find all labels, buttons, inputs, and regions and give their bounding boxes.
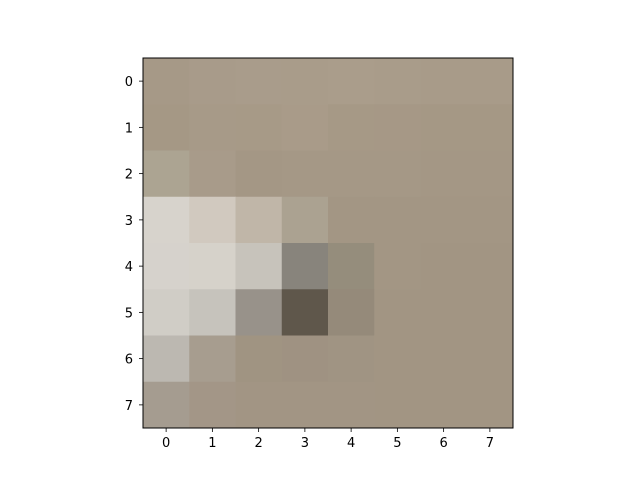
x-tick-label: 0 xyxy=(162,436,170,451)
heatmap-cell xyxy=(421,243,468,290)
heatmap-cell xyxy=(189,104,236,151)
heatmap-cell xyxy=(328,104,375,151)
heatmap-cell xyxy=(467,58,514,105)
heatmap-cell xyxy=(236,58,283,105)
heatmap-cell xyxy=(236,336,283,383)
heatmap-cell xyxy=(374,104,421,151)
heatmap-cell xyxy=(143,58,190,105)
heatmap-cell xyxy=(467,243,514,290)
heatmap-cell xyxy=(143,151,190,198)
heatmap-cell xyxy=(467,382,514,429)
heatmap-cell xyxy=(328,197,375,244)
heatmap-cell xyxy=(189,243,236,290)
heatmap-cell xyxy=(328,336,375,383)
y-tick-label: 4 xyxy=(125,260,133,275)
heatmap-cells xyxy=(143,58,513,428)
heatmap-cell xyxy=(374,289,421,336)
x-tick-label: 2 xyxy=(254,436,262,451)
heatmap-cell xyxy=(328,151,375,198)
heatmap-cell xyxy=(282,382,329,429)
heatmap-cell xyxy=(421,197,468,244)
heatmap-cell xyxy=(236,382,283,429)
heatmap-cell xyxy=(374,197,421,244)
heatmap-cell xyxy=(328,58,375,105)
heatmap-cell xyxy=(143,243,190,290)
heatmap-cell xyxy=(143,104,190,151)
heatmap-cell xyxy=(236,289,283,336)
heatmap-cell xyxy=(282,197,329,244)
heatmap-cell xyxy=(282,104,329,151)
heatmap-cell xyxy=(236,104,283,151)
heatmap-cell xyxy=(189,197,236,244)
heatmap-cell xyxy=(467,197,514,244)
heatmap-cell xyxy=(282,336,329,383)
heatmap-cell xyxy=(421,104,468,151)
x-tick-label: 6 xyxy=(439,436,447,451)
heatmap-cell xyxy=(282,58,329,105)
heatmap-cell xyxy=(143,289,190,336)
heatmap-cell xyxy=(189,289,236,336)
heatmap-cell xyxy=(189,58,236,105)
heatmap-cell xyxy=(421,58,468,105)
heatmap-cell xyxy=(282,151,329,198)
heatmap-cell xyxy=(421,382,468,429)
y-tick-label: 3 xyxy=(125,214,133,229)
heatmap-cell xyxy=(143,197,190,244)
y-axis: 0 1 2 3 4 5 6 7 xyxy=(125,75,143,414)
y-tick-label: 0 xyxy=(125,75,133,90)
heatmap-cell xyxy=(467,151,514,198)
x-tick-label: 1 xyxy=(208,436,216,451)
x-tick-label: 7 xyxy=(486,436,494,451)
heatmap-cell xyxy=(374,382,421,429)
heatmap-cell xyxy=(328,382,375,429)
heatmap-cell xyxy=(421,336,468,383)
heatmap-cell xyxy=(467,336,514,383)
heatmap-cell xyxy=(189,336,236,383)
x-tick-label: 3 xyxy=(301,436,309,451)
heatmap-cell xyxy=(421,151,468,198)
heatmap-cell xyxy=(236,197,283,244)
y-tick-label: 2 xyxy=(125,168,133,183)
heatmap-cell xyxy=(236,243,283,290)
heatmap-cell xyxy=(328,243,375,290)
heatmap-cell xyxy=(282,289,329,336)
x-tick-label: 4 xyxy=(347,436,355,451)
heatmap-cell xyxy=(143,382,190,429)
heatmap-cell xyxy=(374,243,421,290)
heatmap-cell xyxy=(374,336,421,383)
y-tick-label: 1 xyxy=(125,121,133,136)
heatmap-cell xyxy=(421,289,468,336)
x-axis: 0 1 2 3 4 5 6 7 xyxy=(162,428,494,451)
x-tick-label: 5 xyxy=(393,436,401,451)
heatmap-cell xyxy=(467,289,514,336)
heatmap-cell xyxy=(143,336,190,383)
heatmap-cell xyxy=(467,104,514,151)
y-tick-label: 6 xyxy=(125,353,133,368)
heatmap-cell xyxy=(374,58,421,105)
heatmap-cell xyxy=(374,151,421,198)
heatmap-cell xyxy=(328,289,375,336)
y-tick-label: 5 xyxy=(125,306,133,321)
heatmap-cell xyxy=(189,151,236,198)
y-tick-label: 7 xyxy=(125,399,133,414)
heatmap-cell xyxy=(189,382,236,429)
heatmap-cell xyxy=(236,151,283,198)
heatmap-cell xyxy=(282,243,329,290)
